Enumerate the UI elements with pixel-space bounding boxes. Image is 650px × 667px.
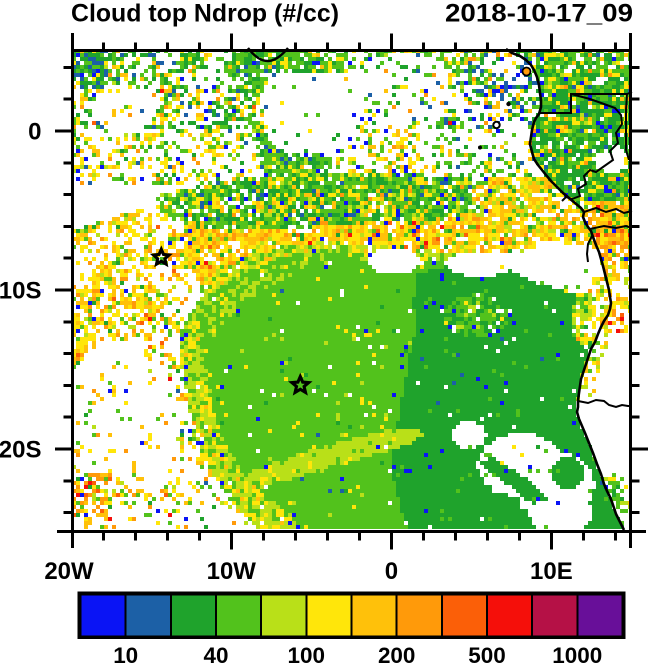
svg-text:10E: 10E bbox=[530, 558, 573, 585]
svg-text:500: 500 bbox=[468, 643, 506, 667]
svg-text:100: 100 bbox=[288, 643, 326, 667]
svg-text:0: 0 bbox=[385, 558, 398, 585]
svg-text:20S: 20S bbox=[0, 437, 42, 464]
svg-text:20W: 20W bbox=[44, 558, 94, 585]
svg-text:40: 40 bbox=[204, 643, 229, 667]
svg-text:Cloud top Ndrop (#/cc): Cloud top Ndrop (#/cc) bbox=[71, 0, 339, 28]
svg-text:200: 200 bbox=[378, 643, 416, 667]
svg-text:1000: 1000 bbox=[552, 643, 602, 667]
svg-text:10S: 10S bbox=[0, 278, 42, 305]
svg-text:10W: 10W bbox=[207, 558, 257, 585]
svg-text:10: 10 bbox=[113, 643, 138, 667]
svg-text:2018-10-17_09: 2018-10-17_09 bbox=[445, 0, 633, 28]
svg-text:0: 0 bbox=[28, 119, 41, 146]
